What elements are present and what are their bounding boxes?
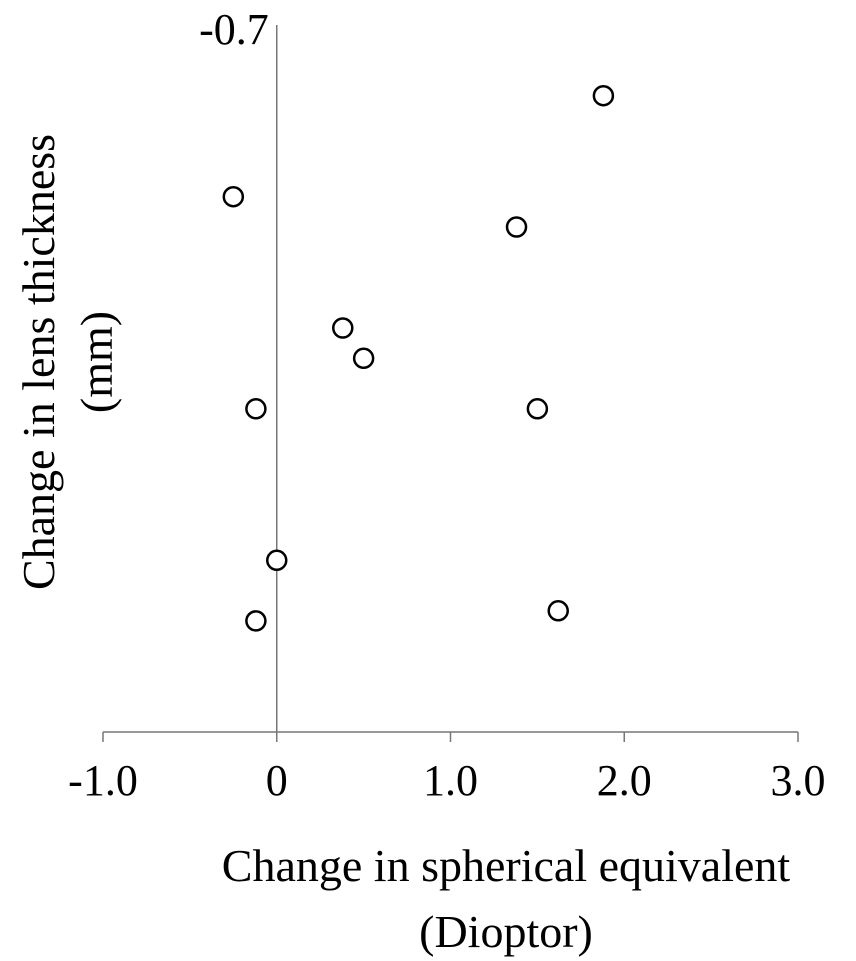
data-point (332, 317, 354, 339)
data-point (245, 610, 267, 632)
data-point (505, 216, 528, 238)
data-point (266, 549, 288, 572)
y-axis-title-line-2: (mm) (71, 311, 122, 413)
x-axis-title-line-2: (Dioptor) (419, 906, 593, 957)
data-point (526, 398, 549, 420)
data-point (547, 600, 569, 622)
data-points (222, 84, 615, 632)
data-point (352, 347, 375, 370)
data-point (222, 185, 245, 208)
y-axis-title-line-1: Change in lens thickness (13, 134, 64, 590)
y-axis-ticks: -0.7 (199, 5, 269, 54)
x-tick-label: 0 (266, 756, 288, 805)
data-point (245, 398, 267, 420)
x-axis-ticks: -1.0 0 1.0 2.0 3.0 (68, 732, 826, 805)
x-tick-label: 3.0 (771, 756, 826, 805)
x-tick-label: 1.0 (423, 756, 478, 805)
x-tick-label: -1.0 (68, 756, 138, 805)
x-tick-label: 2.0 (597, 756, 652, 805)
data-point (592, 84, 615, 107)
y-tick-label: -0.7 (199, 5, 269, 54)
x-axis-title-line-1: Change in spherical equivalent (222, 840, 791, 891)
